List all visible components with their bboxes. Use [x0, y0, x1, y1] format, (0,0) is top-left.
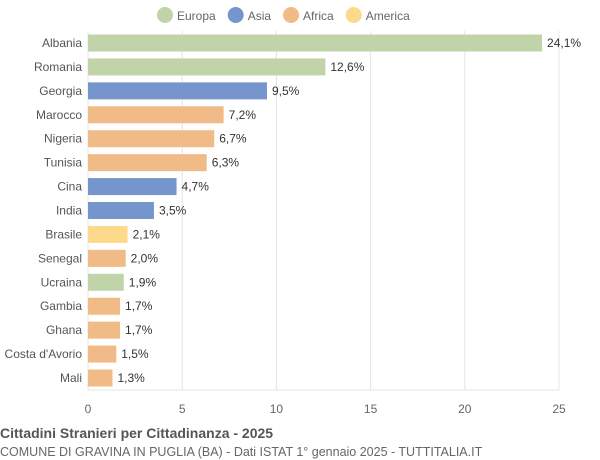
category-label: Brasile [45, 227, 82, 241]
category-label: Costa d'Avorio [5, 347, 83, 361]
data-label: 7,2% [229, 108, 257, 122]
bar-georgia [88, 82, 267, 100]
bar-ghana [88, 321, 121, 339]
category-label: Marocco [36, 108, 82, 122]
bar-brasile [88, 225, 128, 243]
x-tick-label: 10 [270, 402, 284, 416]
bar-marocco [88, 106, 224, 124]
category-label: Albania [42, 36, 82, 50]
legend-label: Asia [248, 9, 272, 23]
bar-mali [88, 369, 113, 387]
x-tick-label: 15 [364, 402, 378, 416]
category-label: Tunisia [44, 156, 83, 170]
bar-india [88, 202, 154, 220]
data-label: 1,7% [125, 299, 153, 313]
bar-senegal [88, 249, 126, 267]
legend-marker-america [345, 7, 362, 23]
chart-title: Cittadini Stranieri per Cittadinanza - 2… [0, 425, 274, 441]
legend-label: America [366, 9, 410, 23]
category-label: Ucraina [41, 275, 83, 289]
legend-label: Europa [177, 9, 216, 23]
data-label: 1,3% [117, 371, 145, 385]
data-label: 6,7% [219, 132, 247, 146]
category-label: Mali [60, 371, 82, 385]
category-label: Nigeria [44, 132, 82, 146]
data-label: 1,5% [121, 347, 149, 361]
x-tick-label: 0 [85, 402, 92, 416]
bar-ucraina [88, 273, 124, 291]
legend-marker-europa [157, 7, 173, 23]
category-label: Ghana [46, 323, 82, 337]
legend-label: Africa [303, 9, 334, 23]
category-label: Georgia [39, 84, 82, 98]
bar-cina [88, 178, 177, 196]
legend-marker-asia [227, 7, 244, 23]
x-tick-label: 5 [179, 402, 186, 416]
data-label: 2,1% [133, 227, 161, 241]
category-label: India [56, 204, 82, 218]
data-label: 6,3% [212, 156, 240, 170]
data-label: 2,0% [131, 251, 159, 265]
bar-nigeria [88, 130, 215, 148]
category-label: Gambia [40, 299, 82, 313]
bar-romania [88, 58, 326, 76]
category-label: Cina [57, 180, 82, 194]
bar-tunisia [88, 154, 207, 172]
data-label: 12,6% [330, 60, 364, 74]
legend-marker-africa [283, 7, 300, 23]
data-label: 9,5% [272, 84, 300, 98]
bar-gambia [88, 297, 121, 315]
data-label: 24,1% [547, 36, 581, 50]
data-label: 1,7% [125, 323, 153, 337]
bar-albania [88, 34, 543, 52]
bar-costa-d-avorio [88, 345, 117, 363]
chart-subtitle: COMUNE DI GRAVINA IN PUGLIA (BA) - Dati … [0, 445, 483, 459]
category-label: Romania [34, 60, 82, 74]
category-label: Senegal [38, 251, 82, 265]
x-tick-label: 20 [458, 402, 472, 416]
data-label: 1,9% [129, 275, 157, 289]
data-label: 3,5% [159, 204, 187, 218]
bar-chart: 0 5 10 15 20 25 Albania 24,1% Romania 12,6% Georgi… [5, 7, 581, 416]
data-label: 4,7% [182, 180, 210, 194]
x-tick-label: 25 [552, 402, 566, 416]
